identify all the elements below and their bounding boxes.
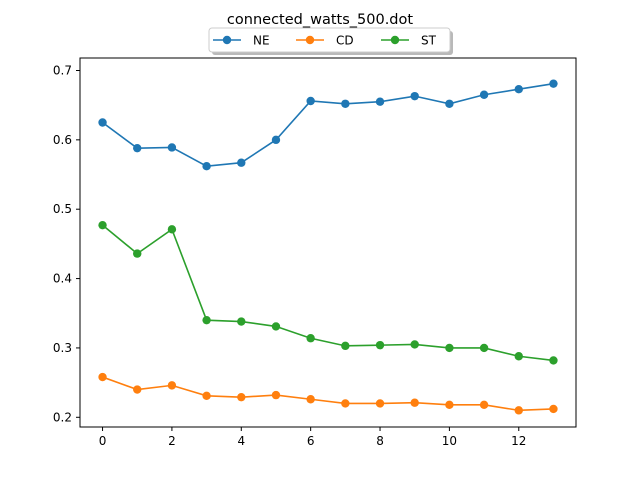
axes: 0 2 4 6 8 10 12 0.2 0.3 0.4 0.5 0.6 0.7 — [53, 57, 577, 448]
legend-swatch-marker — [390, 35, 400, 45]
y-tick-label: 0.2 — [53, 410, 72, 424]
data-point-ne — [271, 135, 281, 145]
data-point-cd — [202, 391, 211, 400]
series-ne — [98, 79, 558, 171]
data-point-ne — [549, 79, 558, 88]
data-point-cd — [98, 372, 107, 382]
legend-label: NE — [253, 34, 270, 48]
legend-entry-cd: CD — [296, 34, 354, 48]
y-tick-label: 0.5 — [53, 202, 72, 216]
data-point-ne — [514, 85, 523, 94]
data-point-ne — [167, 143, 177, 152]
legend-label: CD — [336, 34, 354, 48]
data-point-cd — [271, 390, 281, 400]
x-tick-label: 2 — [168, 434, 176, 448]
data-point-st — [202, 315, 211, 325]
x-tick-label: 8 — [376, 434, 384, 448]
data-point-cd — [237, 392, 246, 402]
legend-swatch-marker — [305, 35, 315, 45]
x-tick-label: 12 — [511, 434, 526, 448]
data-point-cd — [479, 400, 489, 410]
data-point-st — [514, 352, 523, 361]
data-point-st — [549, 356, 558, 365]
data-point-st — [167, 225, 177, 234]
data-point-ne — [375, 97, 385, 106]
y-tick-label: 0.7 — [53, 63, 72, 77]
data-point-cd — [445, 400, 454, 410]
data-point-cd — [514, 406, 523, 415]
data-point-cd — [410, 398, 419, 407]
data-point-ne — [237, 158, 246, 167]
data-point-ne — [341, 99, 350, 108]
data-point-cd — [306, 395, 315, 404]
data-point-ne — [202, 162, 211, 171]
data-point-cd — [167, 381, 177, 390]
data-point-cd — [549, 404, 558, 414]
data-point-cd — [375, 399, 385, 408]
data-point-st — [445, 343, 454, 353]
data-point-ne — [98, 118, 107, 127]
data-point-ne — [410, 91, 419, 101]
series-st — [98, 220, 558, 365]
legend-label: ST — [421, 34, 437, 48]
data-point-ne — [133, 143, 142, 153]
data-point-st — [410, 340, 419, 349]
axes-frame — [79, 57, 577, 428]
series-line-st — [102, 224, 554, 362]
plot-area — [98, 79, 558, 415]
legend: NE CD ST — [208, 27, 453, 55]
series-cd — [98, 372, 558, 415]
data-point-st — [341, 341, 350, 351]
data-point-ne — [445, 99, 454, 108]
data-point-st — [133, 249, 142, 258]
data-point-ne — [479, 90, 489, 99]
y-tick-label: 0.3 — [53, 341, 72, 355]
legend-entry-st: ST — [381, 34, 437, 48]
data-point-cd — [341, 399, 350, 408]
x-tick-label: 10 — [442, 434, 457, 448]
data-point-st — [237, 317, 246, 326]
series-line-ne — [102, 82, 554, 168]
data-point-st — [271, 322, 281, 331]
y-tick-label: 0.4 — [53, 272, 72, 286]
data-point-st — [375, 340, 385, 350]
data-point-st — [479, 343, 489, 353]
x-tick-label: 4 — [237, 434, 245, 448]
y-tick-label: 0.6 — [53, 133, 72, 147]
data-point-st — [306, 334, 315, 343]
data-point-cd — [133, 385, 142, 394]
chart-title: connected_watts_500.dot — [227, 12, 413, 28]
x-tick-label: 6 — [307, 434, 315, 448]
data-point-ne — [306, 96, 315, 106]
x-tick-label: 0 — [99, 434, 107, 448]
legend-swatch-marker — [222, 35, 232, 45]
series-line-cd — [102, 376, 554, 412]
legend-entry-ne: NE — [213, 34, 270, 48]
data-point-st — [98, 220, 107, 230]
legend-box — [208, 27, 451, 53]
